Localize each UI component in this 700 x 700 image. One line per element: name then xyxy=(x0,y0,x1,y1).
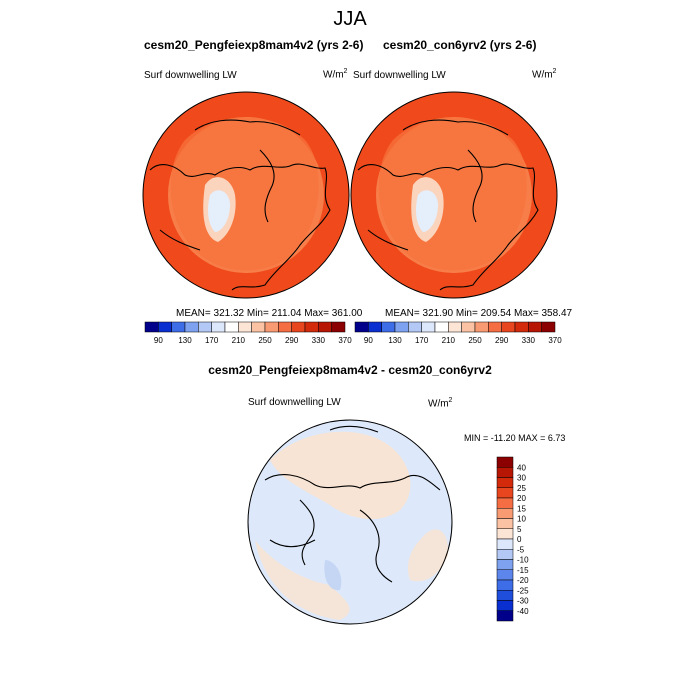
colorbar-1-swatch xyxy=(278,321,292,333)
colorbar-1-swatch xyxy=(304,321,319,333)
colorbar-diff-tick-label: -10 xyxy=(517,556,529,565)
colorbar-2-swatch xyxy=(421,321,436,333)
panel-1-variable-label: Surf downwelling LW xyxy=(144,70,237,81)
colorbar-2-tick-label: 290 xyxy=(495,336,509,345)
colorbar-1-swatch xyxy=(198,321,212,333)
colorbar-1-tick-label: 250 xyxy=(258,336,272,345)
colorbar-diff-tick-label: -5 xyxy=(517,545,525,554)
colorbar-diff-tick-label: 10 xyxy=(517,515,526,524)
panel-1-stats: MEAN= 321.32 Min= 211.04 Max= 361.00 xyxy=(176,308,363,319)
colorbar-2-swatch xyxy=(501,321,516,333)
colorbar-2-swatch xyxy=(488,321,502,333)
map-panel-diff xyxy=(247,419,453,625)
colorbar-diff-swatch xyxy=(496,508,514,519)
panel-2-units: W/m2 xyxy=(532,68,557,81)
colorbar-2-swatch xyxy=(381,321,396,333)
colorbar-diff-swatch xyxy=(496,549,514,560)
colorbar-2-tick-label: 210 xyxy=(442,336,456,345)
colorbar-1-swatch xyxy=(251,321,266,333)
colorbar-2-swatch xyxy=(434,321,449,333)
colorbar-1-swatch xyxy=(318,321,332,333)
diff-panel-stats: MIN = -11.20 MAX = 6.73 xyxy=(464,433,566,443)
colorbar-diff-tick-label: 40 xyxy=(517,463,526,472)
colorbar-2-tick-label: 130 xyxy=(388,336,402,345)
colorbar-diff-swatch xyxy=(496,590,514,601)
colorbar-2-swatch xyxy=(541,321,556,333)
colorbar-diff-tick-label: 20 xyxy=(517,494,526,503)
colorbar-diff-swatch xyxy=(496,538,514,550)
colorbar-1-tick-label: 90 xyxy=(154,336,163,345)
colorbar-1-tick-label: 170 xyxy=(205,336,219,345)
colorbar-1-swatch xyxy=(291,321,306,333)
colorbar-2-tick-label: 250 xyxy=(468,336,482,345)
colorbar-1-swatch xyxy=(211,321,226,333)
colorbar-2-swatch xyxy=(408,321,422,333)
colorbar-2-swatch xyxy=(514,321,529,333)
colorbar-diff-swatch xyxy=(496,487,514,499)
colorbar-panel-2: 90 130 170 210 250 290 330 370 xyxy=(354,321,562,345)
colorbar-diff-swatch xyxy=(496,467,514,478)
colorbar-1-swatch xyxy=(331,321,346,333)
colorbar-1-swatch xyxy=(264,321,279,333)
colorbar-diff-swatch xyxy=(496,477,514,488)
colorbar-1-swatch xyxy=(224,321,239,333)
colorbar-diff-tick-label: 30 xyxy=(517,474,526,483)
colorbar-diff-swatch xyxy=(496,610,514,622)
colorbar-diff-tick-label: 25 xyxy=(517,484,526,493)
colorbar-diff-tick-label: -25 xyxy=(517,586,529,595)
colorbar-diff-tick-label: -20 xyxy=(517,576,529,585)
figure-title: JJA xyxy=(333,8,367,30)
colorbar-diff-tick-label: 0 xyxy=(517,535,522,544)
colorbar-diff-tick-label: 15 xyxy=(517,504,526,513)
colorbar-diff-swatch xyxy=(496,528,514,540)
colorbar-diff-swatch xyxy=(496,497,514,509)
colorbar-1-tick-label: 210 xyxy=(232,336,246,345)
colorbar-1-swatch xyxy=(144,321,159,333)
colorbar-2-swatch xyxy=(474,321,489,333)
colorbar-1-tick-label: 330 xyxy=(312,336,326,345)
colorbar-1-swatch xyxy=(238,321,252,333)
colorbar-2-tick-label: 330 xyxy=(522,336,536,345)
colorbar-diff-tick-label: -30 xyxy=(517,597,529,606)
colorbar-diff-tick-label: -40 xyxy=(517,607,529,616)
panel-2-stats: MEAN= 321.90 Min= 209.54 Max= 358.47 xyxy=(385,308,573,319)
colorbar-diff-swatch xyxy=(496,600,514,611)
colorbar-2-swatch xyxy=(461,321,476,333)
colorbar-2-tick-label: 170 xyxy=(415,336,429,345)
colorbar-1-tick-label: 370 xyxy=(338,336,352,345)
colorbar-panel-1: 90 130 170 210 250 290 330 370 xyxy=(144,321,352,345)
colorbar-2-swatch xyxy=(448,321,462,333)
colorbar-diff-tick-label: 5 xyxy=(517,525,522,534)
colorbar-diff-swatch xyxy=(496,579,514,591)
map-panel-2 xyxy=(350,91,558,299)
colorbar-2-swatch xyxy=(354,321,369,333)
panel-1-units: W/m2 xyxy=(323,68,348,81)
panel-2-title: cesm20_con6yrv2 (yrs 2-6) xyxy=(383,38,537,52)
map-panel-1 xyxy=(142,91,350,299)
colorbar-2-tick-label: 370 xyxy=(548,336,562,345)
colorbar-diff-swatch xyxy=(496,569,514,581)
colorbar-1-swatch xyxy=(171,321,186,333)
diff-panel-variable-label: Surf downwelling LW xyxy=(248,397,341,408)
colorbar-diff-swatch xyxy=(496,518,514,529)
colorbar-2-swatch xyxy=(528,321,542,333)
diff-panel-title: cesm20_Pengfeiexp8mam4v2 - cesm20_con6yr… xyxy=(208,363,492,377)
panel-2-variable-label: Surf downwelling LW xyxy=(353,70,446,81)
colorbar-1-tick-label: 130 xyxy=(178,336,192,345)
colorbar-2-swatch xyxy=(368,321,382,333)
panel-1-title: cesm20_Pengfeiexp8mam4v2 (yrs 2-6) xyxy=(144,38,364,52)
colorbar-1-swatch xyxy=(158,321,172,333)
colorbar-1-tick-label: 290 xyxy=(285,336,299,345)
colorbar-2-swatch xyxy=(394,321,409,333)
colorbar-2-tick-label: 90 xyxy=(364,336,373,345)
colorbar-diff-swatch xyxy=(496,456,514,468)
colorbar-1-swatch xyxy=(184,321,199,333)
colorbar-diff-tick-label: -15 xyxy=(517,566,529,575)
colorbar-diff-swatch xyxy=(496,559,514,570)
diff-panel-units: W/m2 xyxy=(428,397,453,410)
